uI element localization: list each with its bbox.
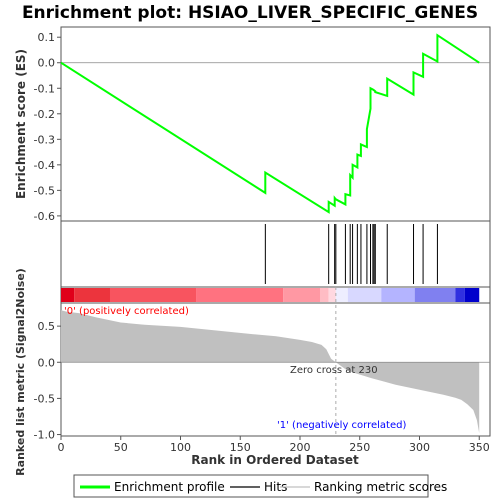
es-y-tick-label: -0.3 — [34, 133, 55, 146]
es-y-tick-label: -0.2 — [34, 108, 55, 121]
es-y-tick-label: -0.4 — [34, 159, 55, 172]
es-y-tick-label: 0.0 — [38, 57, 56, 70]
color-bar-segment — [61, 288, 75, 302]
color-bar-segment — [414, 288, 456, 302]
enrichment-profile-line — [60, 33, 480, 214]
axis-layer: 0.1 0.0 -0.1 -0.2 -0.3 -0.4 -0.5 -0.6 0.5 0.0 -0.5… — [34, 31, 490, 454]
metric-y-tick-label: 0.0 — [38, 356, 56, 369]
ranking-metric-area — [61, 310, 480, 434]
chart-title: Enrichment plot: HSIAO_LIVER_SPECIFIC_GE… — [22, 3, 478, 23]
color-bar-segment — [328, 288, 336, 302]
metric-layer — [61, 287, 490, 436]
color-bar-segment — [109, 288, 197, 302]
x-tick-label: 50 — [114, 441, 128, 454]
color-bar-layer — [61, 288, 480, 302]
x-tick-label: 0 — [58, 441, 65, 454]
metric-y-tick-label: -0.5 — [34, 392, 55, 405]
color-bar-segment — [320, 288, 329, 302]
es-y-tick-label: -0.6 — [34, 210, 55, 223]
color-bar-segment — [464, 288, 480, 302]
x-tick-label: 300 — [409, 441, 430, 454]
negative-annotation: '1' (negatively correlated) — [277, 420, 406, 431]
legend-label: Hits — [264, 480, 287, 494]
legend-label: Enrichment profile — [114, 480, 225, 494]
x-tick-label: 150 — [230, 441, 251, 454]
legend: Enrichment profile Hits Ranking metric sco… — [80, 480, 447, 494]
hits-panel — [60, 220, 491, 288]
es-panel — [60, 26, 491, 222]
es-y-tick-label: -0.1 — [34, 82, 55, 95]
x-tick-label: 200 — [289, 441, 310, 454]
color-bar-segment — [335, 288, 348, 302]
metric-y-tick-label: -1.0 — [34, 429, 55, 442]
color-bar-segment — [283, 288, 321, 302]
x-tick-label: 350 — [469, 441, 490, 454]
es-y-tick-label: 0.1 — [38, 31, 56, 44]
color-bar-segment — [196, 288, 284, 302]
zero-cross-annotation: Zero cross at 230 — [290, 365, 378, 376]
metric-y-axis-label: Ranked list metric (Signal2Noise) — [14, 268, 27, 476]
legend-label: Ranking metric scores — [314, 480, 447, 494]
color-bar-segment — [381, 288, 415, 302]
x-axis-label: Rank in Ordered Dataset — [191, 453, 359, 467]
color-bar-segment — [347, 288, 382, 302]
x-tick-label: 100 — [170, 441, 191, 454]
es-y-axis-label: Enrichment score (ES) — [14, 49, 28, 199]
positive-annotation: '0' (positively correlated) — [64, 306, 189, 317]
x-tick-label: 250 — [349, 441, 370, 454]
color-bar-segment — [74, 288, 110, 302]
legend-box — [73, 474, 429, 498]
metric-y-tick-label: 0.5 — [38, 320, 56, 333]
hits-layer — [264, 224, 438, 284]
color-bar-segment — [455, 288, 465, 302]
es-layer — [60, 33, 490, 214]
es-y-tick-label: -0.5 — [34, 184, 55, 197]
